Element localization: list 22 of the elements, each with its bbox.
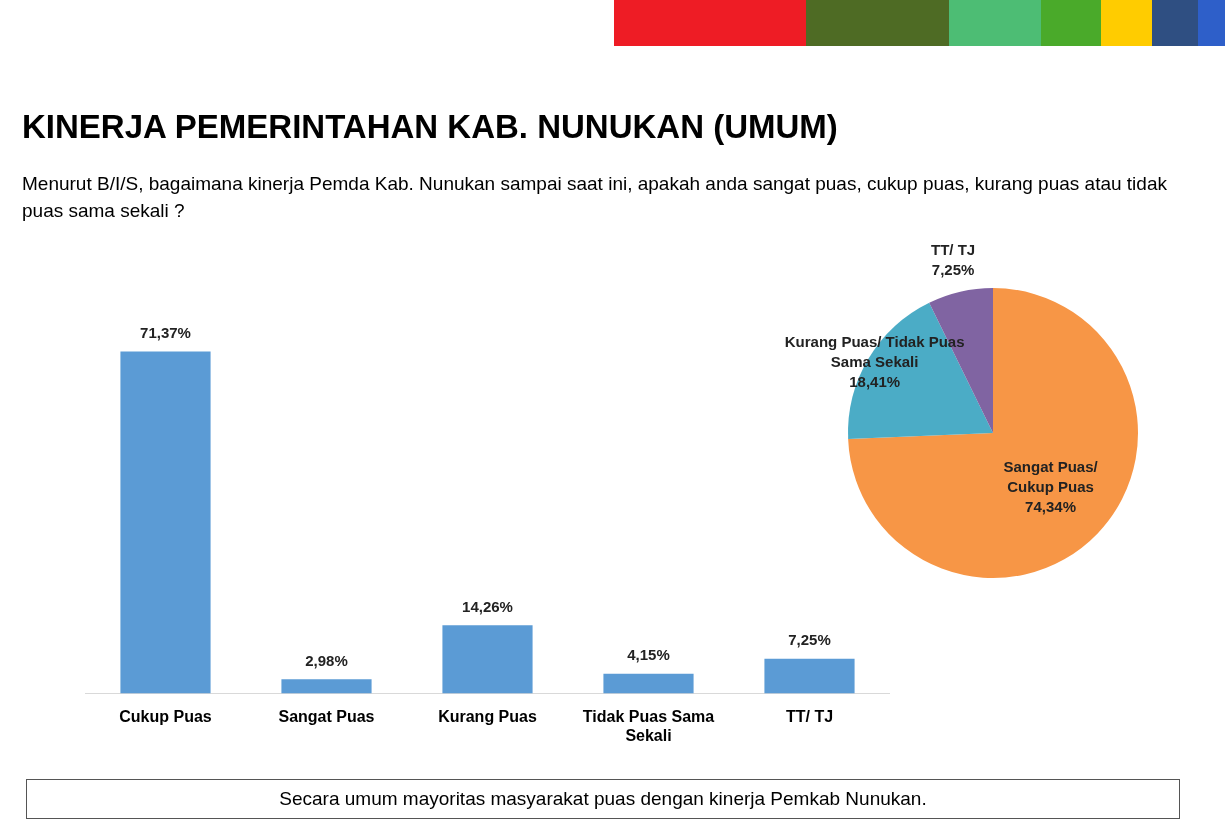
bar <box>442 625 533 694</box>
x-tick-label: TT/ TJ <box>785 707 834 725</box>
x-tick-label: Tidak Puas Sama Sekali <box>582 707 715 744</box>
x-tick-label: Cukup Puas <box>119 707 212 725</box>
data-label: 74,34% <box>1025 498 1076 516</box>
data-label: 7,25% <box>931 260 975 278</box>
bar <box>281 679 372 694</box>
data-label: 14,26% <box>462 597 513 615</box>
chart-subtitle: Menurut B/I/S, bagaimana kinerja Pemda Kab. Nunukan sampai saat ini, apakah anda sangat puas, cukup puas, kurang puas atau tidak puas sama sekali ? <box>22 172 1168 223</box>
bar <box>603 673 694 694</box>
x-tick-label: Kurang Puas <box>438 707 537 725</box>
chart-title: KINERJA PEMERINTAHAN KAB. NUNUKAN (UMUM) <box>22 108 838 146</box>
data-label: 2,98% <box>305 651 348 669</box>
x-tick-label: Sangat Puas <box>278 707 375 725</box>
data-label: 71,37% <box>140 324 191 342</box>
bar <box>764 658 855 694</box>
text: Secara umum mayoritas masyarakat puas dengan kinerja Pemkab Nunukan. <box>26 779 1180 819</box>
data-label: 7,25% <box>788 631 831 649</box>
bar <box>120 351 211 694</box>
slice-label: TT/ TJ <box>930 240 976 258</box>
data-label: 4,15% <box>627 646 670 664</box>
slice-label: Sangat Puas/ Cukup Puas <box>1003 458 1099 496</box>
